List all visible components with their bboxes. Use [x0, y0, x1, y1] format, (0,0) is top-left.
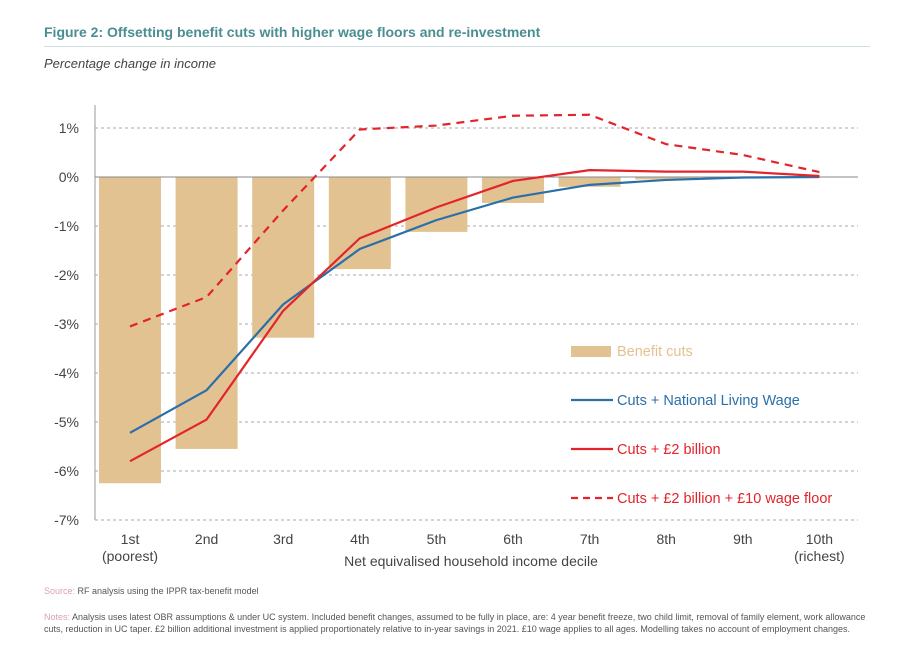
x-tick-label: 7th — [580, 531, 599, 547]
notes: Notes: Analysis uses latest OBR assumpti… — [44, 611, 874, 635]
x-tick-label: 6th — [503, 531, 522, 547]
figure-subtitle: Percentage change in income — [44, 56, 217, 71]
y-tick-label: -1% — [54, 218, 79, 234]
bar-benefit-cuts — [405, 177, 468, 232]
y-tick-label: -4% — [54, 365, 79, 381]
bar-benefit-cuts — [328, 177, 391, 270]
x-tick-label: 8th — [656, 531, 675, 547]
line-cuts-2-billion — [129, 169, 820, 463]
bar-benefit-cuts — [175, 177, 238, 449]
legend-label: Benefit cuts — [617, 344, 693, 360]
y-tick-label: -7% — [54, 512, 79, 528]
x-tick-label: 9th — [733, 531, 752, 547]
y-tick-label: 0% — [59, 169, 79, 185]
title-divider — [44, 46, 870, 47]
y-tick-label: -2% — [54, 267, 79, 283]
x-tick-label: 4th — [350, 531, 369, 547]
x-tick-label: 5th — [427, 531, 446, 547]
line-cuts-2-billion-10-wage-floor — [129, 113, 820, 328]
line-cuts-national-living-wage — [129, 175, 820, 434]
x-tick-sublabel: (poorest) — [102, 548, 158, 564]
legend-label: Cuts + £2 billion + £10 wage floor — [617, 491, 832, 507]
source-label: Source: — [44, 586, 76, 596]
bar-benefit-cuts — [635, 177, 698, 180]
notes-text: Analysis uses latest OBR assumptions & u… — [44, 612, 866, 634]
chart: 1% 0% -1% -2% -3% -4% -5% -6% -7% 1st(poorest) 2nd… — [54, 105, 858, 569]
legend-label: Cuts + £2 billion — [617, 442, 721, 458]
bar-benefit-cuts — [558, 177, 621, 187]
source-text: RF analysis using the IPPR tax-benefit m… — [75, 586, 259, 596]
x-tick-label: 1st — [121, 531, 140, 547]
figure-title: Figure 2: Offsetting benefit cuts with h… — [44, 24, 541, 40]
y-tick-label: 1% — [59, 120, 79, 136]
bar-benefit-cuts — [252, 177, 315, 338]
y-tick-label: -5% — [54, 414, 79, 430]
x-tick-sublabel: (richest) — [794, 548, 845, 564]
x-tick-label: 10th — [806, 531, 833, 547]
x-axis-title: Net equivalised household income decile — [344, 553, 598, 569]
x-tick-label: 3rd — [273, 531, 293, 547]
y-tick-label: -3% — [54, 316, 79, 332]
x-tick-label: 2nd — [195, 531, 218, 547]
legend-label: Cuts + National Living Wage — [617, 393, 800, 409]
source-note: Source: RF analysis using the IPPR tax-b… — [44, 586, 259, 596]
legend-swatch-bar — [571, 346, 611, 357]
bar-benefit-cuts — [99, 177, 161, 484]
y-tick-label: -6% — [54, 463, 79, 479]
notes-label: Notes: — [44, 612, 71, 622]
